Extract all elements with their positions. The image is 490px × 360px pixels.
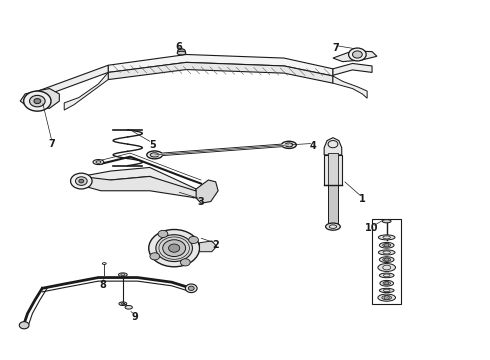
Circle shape [169, 244, 180, 252]
Text: 9: 9 [132, 312, 139, 322]
Text: 7: 7 [332, 43, 339, 53]
Ellipse shape [379, 288, 394, 293]
Ellipse shape [378, 250, 395, 255]
Text: 2: 2 [212, 240, 219, 250]
Circle shape [348, 48, 366, 61]
Ellipse shape [147, 151, 162, 159]
Circle shape [34, 99, 41, 104]
Ellipse shape [119, 302, 127, 306]
Circle shape [29, 95, 45, 107]
Polygon shape [196, 180, 218, 203]
Circle shape [24, 91, 51, 111]
Circle shape [156, 235, 193, 262]
Ellipse shape [285, 143, 293, 147]
Circle shape [150, 253, 160, 260]
Polygon shape [333, 51, 377, 62]
Circle shape [189, 237, 198, 243]
Ellipse shape [380, 280, 393, 286]
Ellipse shape [93, 159, 104, 165]
Ellipse shape [382, 220, 391, 223]
Text: 10: 10 [365, 224, 379, 233]
Text: 8: 8 [100, 280, 107, 290]
Polygon shape [199, 241, 217, 252]
Circle shape [177, 49, 185, 54]
Text: 1: 1 [359, 194, 366, 204]
Circle shape [79, 179, 84, 183]
Ellipse shape [382, 296, 392, 300]
Ellipse shape [177, 51, 186, 55]
Circle shape [385, 244, 389, 247]
Circle shape [149, 229, 199, 267]
Circle shape [19, 321, 29, 329]
Ellipse shape [378, 264, 395, 271]
Circle shape [71, 173, 92, 189]
Ellipse shape [119, 273, 127, 276]
Ellipse shape [379, 273, 394, 278]
Polygon shape [108, 54, 333, 76]
Ellipse shape [378, 235, 395, 240]
Ellipse shape [282, 141, 296, 148]
Polygon shape [108, 62, 333, 83]
Circle shape [163, 240, 186, 257]
Ellipse shape [378, 294, 395, 301]
Polygon shape [333, 63, 372, 75]
Circle shape [185, 284, 197, 293]
Bar [324, 155, 342, 185]
Ellipse shape [383, 258, 391, 261]
Bar [328, 185, 338, 223]
Circle shape [385, 282, 389, 285]
Polygon shape [40, 65, 108, 98]
Ellipse shape [383, 282, 391, 285]
Text: 7: 7 [49, 139, 55, 149]
Polygon shape [324, 138, 342, 155]
Text: 4: 4 [310, 140, 317, 150]
Circle shape [188, 286, 194, 291]
Bar [328, 153, 338, 187]
Ellipse shape [125, 306, 132, 309]
Polygon shape [333, 76, 367, 98]
Polygon shape [20, 89, 59, 108]
Text: 5: 5 [149, 140, 155, 150]
Text: 6: 6 [175, 42, 182, 52]
Ellipse shape [326, 223, 340, 230]
Polygon shape [81, 176, 201, 198]
Text: 3: 3 [197, 197, 204, 207]
Bar [372, 220, 401, 304]
Circle shape [158, 230, 168, 238]
Polygon shape [64, 72, 108, 110]
Circle shape [352, 51, 362, 58]
Circle shape [180, 259, 190, 266]
Circle shape [75, 177, 87, 185]
Circle shape [385, 258, 389, 261]
Ellipse shape [150, 153, 159, 157]
Ellipse shape [383, 244, 391, 247]
Circle shape [384, 296, 390, 300]
Ellipse shape [379, 257, 394, 262]
Polygon shape [81, 167, 196, 198]
Ellipse shape [379, 242, 394, 248]
